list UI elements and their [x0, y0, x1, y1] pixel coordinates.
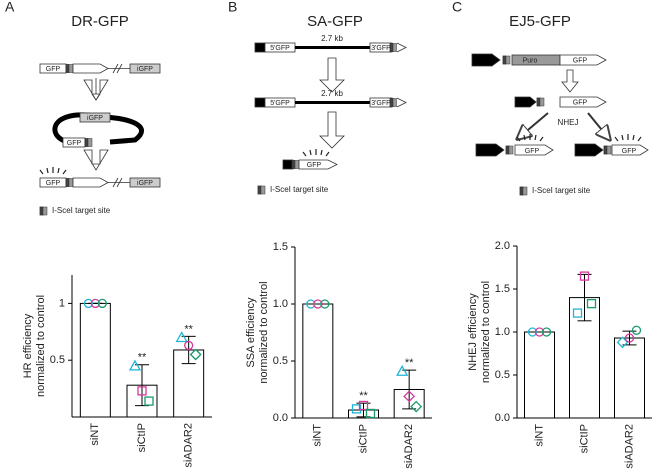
gene-label: GFP: [573, 57, 588, 64]
x-tick-label: siADAR2: [183, 423, 195, 468]
y-axis-label: normalized to control: [480, 281, 492, 383]
y-axis-label: normalized to control: [258, 281, 270, 383]
replicate-point: [313, 299, 323, 309]
gene-label: GFP: [46, 180, 61, 187]
replicate-point: [320, 299, 330, 309]
replicate-point: [83, 298, 93, 309]
nhej-label: NHEJ: [558, 118, 579, 127]
x-tick-label: siNT: [312, 424, 324, 447]
replicate-point: [534, 327, 545, 337]
replicate-point: [527, 327, 538, 337]
gene-label: Puro: [523, 57, 538, 64]
replicate-point: [410, 400, 423, 413]
panel-letter: C: [452, 0, 462, 15]
gene-label: iGFP: [137, 180, 153, 187]
y-tick-label: 0.0: [495, 412, 510, 424]
replicate-point: [128, 359, 142, 371]
replicate-point: [144, 396, 154, 406]
gene-label: 3'GFP: [371, 45, 391, 52]
panel-title: DR-GFP: [71, 13, 129, 30]
gene-label: iGFP: [137, 66, 153, 73]
gene-label: GFP: [67, 140, 82, 147]
replicate-point: [189, 348, 202, 361]
replicate-point: [90, 298, 100, 309]
diagram-texts: A B C DR-GFP SA-GFP EJ5-GFP GFP iGFP iGF…: [5, 0, 637, 215]
y-tick-label: 1.0: [495, 326, 510, 338]
replicate-point: [396, 364, 409, 376]
y-axis-label: SSA efficiency: [245, 297, 257, 368]
y-tick-label: 1.5: [495, 283, 510, 295]
y-axis-label: HR efficiency: [22, 313, 34, 378]
gene-label: GFP: [573, 99, 588, 106]
replicate-point: [541, 327, 552, 337]
y-axis-label: NHEJ efficiency: [467, 293, 479, 371]
y-tick-label: 0.5: [50, 354, 65, 366]
replicate-point: [572, 308, 583, 318]
panel-letter: A: [5, 0, 15, 15]
gene-label: 5'GFP: [270, 100, 290, 107]
bar: [79, 302, 111, 418]
x-tick-label: siCtIP: [357, 424, 369, 453]
x-tick-label: siADAR2: [403, 424, 415, 469]
gene-label: GFP: [307, 162, 322, 169]
panel-letter: B: [228, 0, 237, 15]
y-tick-label: 0.0: [273, 412, 288, 424]
y-tick-label: 1: [59, 297, 65, 309]
legend-label: I-SceI target site: [52, 206, 111, 215]
x-tick-label: siNT: [89, 423, 101, 446]
replicate-point: [137, 386, 147, 396]
replicate-point: [579, 271, 590, 281]
gene-label: 5'GFP: [270, 45, 290, 52]
gene-label: GFP: [525, 148, 540, 155]
size-label: 2.7 kb: [321, 89, 343, 98]
replicate-point: [184, 340, 194, 351]
y-axis-label: normalized to control: [35, 295, 47, 397]
significance: **: [138, 352, 147, 364]
legend-label: I-SceI target site: [532, 186, 591, 195]
significance: **: [359, 390, 368, 402]
x-tick-label: siCtIP: [578, 424, 590, 453]
x-tick-label: siADAR2: [623, 424, 635, 469]
bar: [524, 331, 555, 419]
diagrams: [39, 42, 649, 216]
replicate-point: [624, 333, 635, 343]
replicate-point: [586, 298, 597, 309]
size-label: 2.7 kb: [321, 34, 343, 43]
replicate-point: [403, 390, 416, 403]
y-tick-label: 0.5: [273, 355, 288, 367]
panel-title: SA-GFP: [307, 13, 363, 30]
replicate-point: [365, 408, 376, 419]
gene-label: GFP: [622, 148, 637, 155]
gene-label: GFP: [46, 66, 61, 73]
legend-label: I-SceI target site: [270, 185, 329, 194]
bar: [302, 303, 334, 419]
x-tick-label: siNT: [533, 424, 545, 447]
gene-label: iGFP: [87, 115, 103, 122]
bar: [614, 337, 645, 419]
panel-title: EJ5-GFP: [509, 13, 571, 30]
gene-label: 3'GFP: [371, 100, 391, 107]
significance: **: [184, 323, 193, 335]
x-tick-label: siCtIP: [136, 423, 148, 452]
y-tick-label: 0.5: [495, 369, 510, 381]
replicate-point: [358, 400, 369, 411]
y-tick-label: 2.0: [495, 240, 510, 252]
error-bar: [577, 273, 592, 322]
y-tick-label: 1.0: [273, 298, 288, 310]
significance: **: [405, 357, 414, 369]
y-tick-label: 1.5: [273, 241, 288, 253]
replicate-point: [97, 298, 107, 309]
replicate-point: [631, 325, 642, 335]
replicate-point: [306, 299, 316, 309]
replicate-point: [175, 331, 188, 343]
